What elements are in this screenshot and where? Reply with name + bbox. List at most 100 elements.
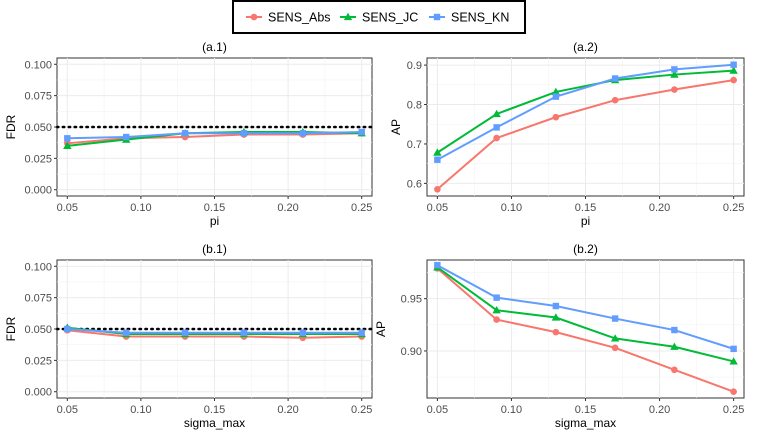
panel-title: (a.2)	[573, 40, 598, 54]
x-tick-label: 0.10	[130, 404, 151, 416]
data-point-sens-kn	[552, 93, 560, 100]
series-line-sens-kn	[67, 328, 362, 334]
data-point-sens-abs	[671, 366, 678, 374]
x-tick-label: 0.25	[723, 202, 744, 214]
x-tick-label: 0.15	[204, 202, 225, 214]
y-tick-label: 0.050	[24, 324, 52, 336]
data-point-sens-kn	[64, 135, 71, 142]
x-axis-title: sigma_max	[555, 416, 616, 430]
data-point-sens-abs	[730, 76, 737, 84]
x-axis-title: pi	[210, 214, 219, 228]
data-point-sens-abs	[493, 134, 500, 142]
x-tick-label: 0.25	[723, 404, 744, 416]
y-tick-label: 0.100	[24, 261, 52, 273]
data-point-sens-jc	[433, 148, 442, 156]
x-tick-label: 0.05	[427, 202, 448, 214]
series-line-sens-abs	[67, 329, 362, 339]
panel-title: (b.1)	[202, 242, 227, 256]
series-line-sens-kn	[67, 131, 362, 140]
series-line-sens-abs	[67, 132, 362, 145]
data-point-sens-kn	[181, 329, 189, 336]
legend-item-sens-abs: SENS_Abs	[246, 11, 331, 25]
x-tick-label: 0.05	[57, 404, 78, 416]
data-point-sens-kn	[611, 315, 619, 322]
x-tick-label: 0.10	[130, 202, 151, 214]
x-tick-label: 0.15	[575, 202, 596, 214]
data-point-sens-jc	[670, 342, 679, 350]
x-tick-label: 0.20	[649, 404, 670, 416]
y-axis-title: FDR	[4, 114, 18, 139]
legend-label: SENS_Abs	[268, 11, 331, 25]
data-point-sens-abs	[434, 185, 441, 193]
y-tick-label: 0.7	[407, 139, 422, 151]
legend-label: SENS_JC	[362, 11, 418, 25]
data-point-sens-kn	[64, 325, 71, 333]
panel-b2: 0.90 0.95 0.05 0.10 0.15 0.20 0.25 (b.2) sigma_m…	[374, 242, 745, 430]
panel-title: (a.1)	[202, 40, 227, 54]
data-point-sens-jc	[729, 66, 738, 74]
panel-a2: 0.6 0.7 0.8 0.9 0.05 0.10 0.15 0.20 0.25 (a.2) pi A…	[389, 40, 745, 228]
legend-box	[232, 0, 526, 34]
data-point-sens-kn	[122, 329, 130, 336]
y-tick-label: 0.95	[401, 294, 422, 306]
series-line-sens-abs	[436, 267, 734, 393]
data-point-sens-kn	[434, 156, 441, 163]
legend-item-sens-jc: SENS_JC	[340, 11, 418, 25]
data-point-sens-jc	[729, 357, 738, 365]
y-axis-title: AP	[389, 119, 403, 135]
y-tick-label: 0.050	[24, 122, 52, 134]
data-point-sens-jc	[63, 141, 72, 149]
data-point-sens-kn	[299, 130, 307, 137]
x-tick-label: 0.25	[351, 202, 372, 214]
y-tick-label: 0.100	[24, 59, 52, 71]
x-tick-label: 0.15	[575, 404, 596, 416]
x-tick-label: 0.10	[501, 202, 522, 214]
data-point-sens-kn	[122, 133, 130, 141]
series-line-sens-kn	[436, 264, 734, 350]
data-point-sens-jc	[610, 334, 620, 342]
y-tick-label: 0.8	[407, 100, 422, 112]
y-tick-label: 0.025	[24, 355, 52, 367]
x-tick-label: 0.10	[501, 404, 522, 416]
series-line-sens-abs	[436, 79, 734, 191]
x-axis-title: sigma_max	[184, 416, 245, 430]
y-tick-label: 0.000	[24, 387, 52, 399]
x-axis-title: pi	[581, 214, 590, 228]
x-tick-label: 0.20	[277, 404, 298, 416]
series-line-sens-kn	[436, 63, 734, 161]
data-point-sens-kn	[493, 294, 500, 301]
data-point-sens-kn	[493, 124, 500, 131]
data-point-sens-abs	[671, 86, 678, 93]
y-axis-title: AP	[374, 321, 388, 337]
y-tick-label: 0.075	[24, 91, 52, 103]
data-point-sens-kn	[552, 302, 560, 310]
legend-label: SENS_KN	[451, 11, 509, 25]
legend-marker	[433, 13, 441, 21]
series-line-sens-jc	[436, 266, 734, 363]
data-point-sens-abs	[493, 316, 500, 323]
data-point-sens-kn	[611, 75, 619, 82]
x-tick-label: 0.20	[649, 202, 670, 214]
x-tick-label: 0.05	[427, 404, 448, 416]
legend-item-sens-kn: SENS_KN	[429, 11, 509, 25]
data-point-sens-jc	[492, 109, 501, 118]
panel-title: (b.2)	[573, 242, 598, 256]
data-point-sens-kn	[358, 128, 365, 136]
x-tick-label: 0.05	[57, 202, 78, 214]
data-point-sens-kn	[181, 130, 189, 137]
y-tick-label: 0.000	[24, 185, 52, 197]
legend: SENS_Abs SENS_JC SENS_KN	[232, 0, 526, 34]
data-point-sens-abs	[552, 328, 560, 336]
data-point-sens-kn	[671, 326, 678, 334]
data-point-sens-kn	[358, 329, 365, 336]
data-point-sens-kn	[434, 262, 441, 269]
data-point-sens-kn	[240, 329, 248, 336]
x-tick-label: 0.15	[204, 404, 225, 416]
panel-b1: 0.000 0.025 0.050 0.075 0.100 0.05 0.10 0.15 0.2…	[4, 242, 374, 430]
y-tick-label: 0.90	[401, 346, 422, 358]
data-point-sens-abs	[730, 388, 737, 396]
data-point-sens-jc	[492, 305, 501, 314]
series-line-sens-jc	[436, 69, 734, 154]
x-tick-label: 0.25	[351, 404, 372, 416]
